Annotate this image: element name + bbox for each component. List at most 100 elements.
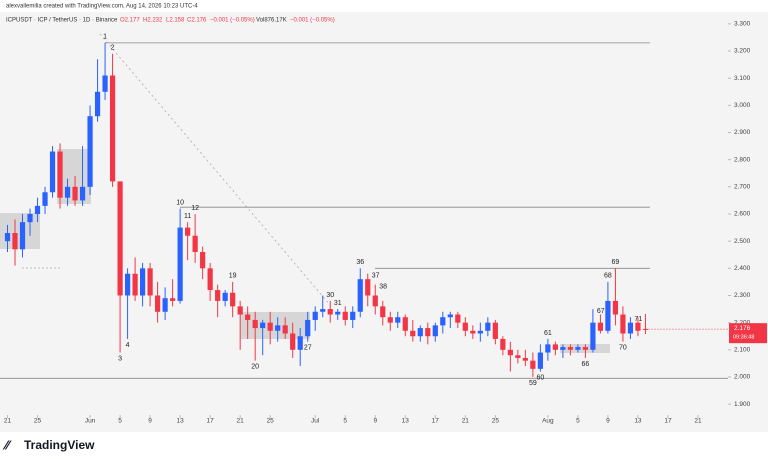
legend-high: H2.232 (143, 18, 163, 24)
candle-body (215, 290, 221, 301)
candle-body (627, 322, 634, 334)
zone (240, 312, 310, 339)
candle-body (312, 311, 318, 320)
x-tick-label: 17 (664, 418, 672, 425)
pivot-label: 10 (176, 199, 184, 206)
candle-body (477, 330, 483, 334)
price-tag (729, 323, 767, 344)
x-tick-label: 25 (492, 418, 500, 425)
pivot-label: 36 (356, 259, 364, 266)
candle-body (387, 317, 393, 323)
candle-body (515, 355, 521, 358)
x-tick-label: 13 (402, 418, 410, 425)
candle-body (4, 233, 11, 242)
y-tick-label: 3.300 (734, 21, 751, 28)
x-tick-label: Jun (85, 418, 96, 425)
candle-body (432, 325, 438, 337)
candle-body (350, 311, 356, 320)
candle-body (597, 322, 604, 331)
x-tick-label: 21 (694, 418, 702, 425)
pivot-label: 20 (251, 364, 259, 371)
candle-body (260, 322, 266, 329)
candle-body (462, 322, 468, 331)
candle-body (402, 317, 408, 331)
candle-body (372, 295, 378, 307)
plot: 3.300 3.200 3.100 3.000 2.900 2.800 2.700 2.600… (0, 21, 767, 425)
candle-body (42, 192, 48, 206)
candle-body (410, 330, 416, 337)
candle-body (267, 322, 273, 331)
candle-body (177, 227, 183, 301)
pivot-label: 3 (118, 355, 122, 362)
legend-symbol: ICPUSDT · ICP / TetherUS · 1D · Binance (6, 18, 118, 24)
x-tick-label: 13 (634, 418, 642, 425)
candle-body (500, 338, 506, 350)
candle-body (12, 233, 18, 250)
candle-body (492, 322, 498, 339)
y-tick-label: 1.900 (734, 401, 751, 408)
candle-body (440, 317, 446, 326)
x-tick-label: 17 (432, 418, 440, 425)
candle-body (327, 309, 333, 315)
candle-body (297, 336, 303, 350)
x-tick-label: Jul (311, 418, 320, 425)
candle-body (117, 181, 123, 296)
candle-body (545, 344, 551, 353)
legend-change: −0.001 (−0.05%) (210, 18, 255, 24)
pivot-label: 1 (103, 34, 107, 41)
candle-body (575, 347, 581, 350)
trend-line (99, 33, 331, 306)
candle-body (320, 309, 326, 312)
y-tick-label: 2.700 (734, 184, 751, 191)
candle-body (252, 319, 258, 329)
pivot-label: 12 (191, 205, 199, 212)
pivot-label: 60 (536, 374, 544, 381)
candle-body (522, 357, 528, 361)
candle-body (102, 75, 108, 92)
candle-body (155, 295, 161, 312)
x-tick-label: 21 (4, 418, 12, 425)
candle-body (395, 317, 401, 323)
pivot-label: 4 (126, 342, 130, 349)
pivot-label: 70 (619, 345, 627, 352)
y-tick-label: 2.000 (734, 374, 751, 381)
candle-body (170, 298, 176, 301)
legend-volume: Vol876.17K (256, 18, 287, 24)
candle-body (455, 314, 461, 323)
pivot-label: 69 (612, 259, 620, 266)
candle-body (222, 292, 228, 301)
candle-body (94, 91, 101, 117)
candle-body (237, 306, 243, 315)
pivot-label: 61 (544, 330, 552, 337)
candle-body (417, 328, 423, 337)
candle-body (27, 214, 33, 223)
candle-body (245, 314, 251, 320)
pivot-label: 37 (372, 273, 380, 280)
candle-body (230, 292, 236, 307)
candle-body (49, 151, 56, 193)
x-tick-label: Aug (542, 418, 554, 425)
pivot-label: 68 (604, 273, 612, 280)
candle-body (147, 268, 153, 296)
x-tick-label: 25 (267, 418, 275, 425)
footer-logo: TradingView (24, 438, 95, 452)
candle-body (34, 205, 41, 214)
y-tick-label: 3.100 (734, 75, 751, 82)
y-tick-label: 2.800 (734, 156, 751, 163)
candle-body (139, 268, 146, 296)
y-tick-label: 3.200 (734, 48, 751, 55)
header: alexvallemilia created with TradingView.… (6, 4, 198, 10)
candle-body (470, 330, 476, 334)
y-tick-label: 2.900 (734, 129, 751, 136)
candle-body (132, 273, 138, 296)
candle-body (72, 186, 78, 201)
candle-body (552, 344, 558, 350)
y-tick-label: 2.300 (734, 292, 751, 299)
x-tick-label: 25 (34, 418, 42, 425)
candle-body (282, 325, 288, 334)
legend-open: O2.177 (120, 18, 140, 24)
candle-body (275, 325, 281, 331)
x-tick-label: 13 (177, 418, 185, 425)
pivot-label: 31 (334, 300, 342, 307)
